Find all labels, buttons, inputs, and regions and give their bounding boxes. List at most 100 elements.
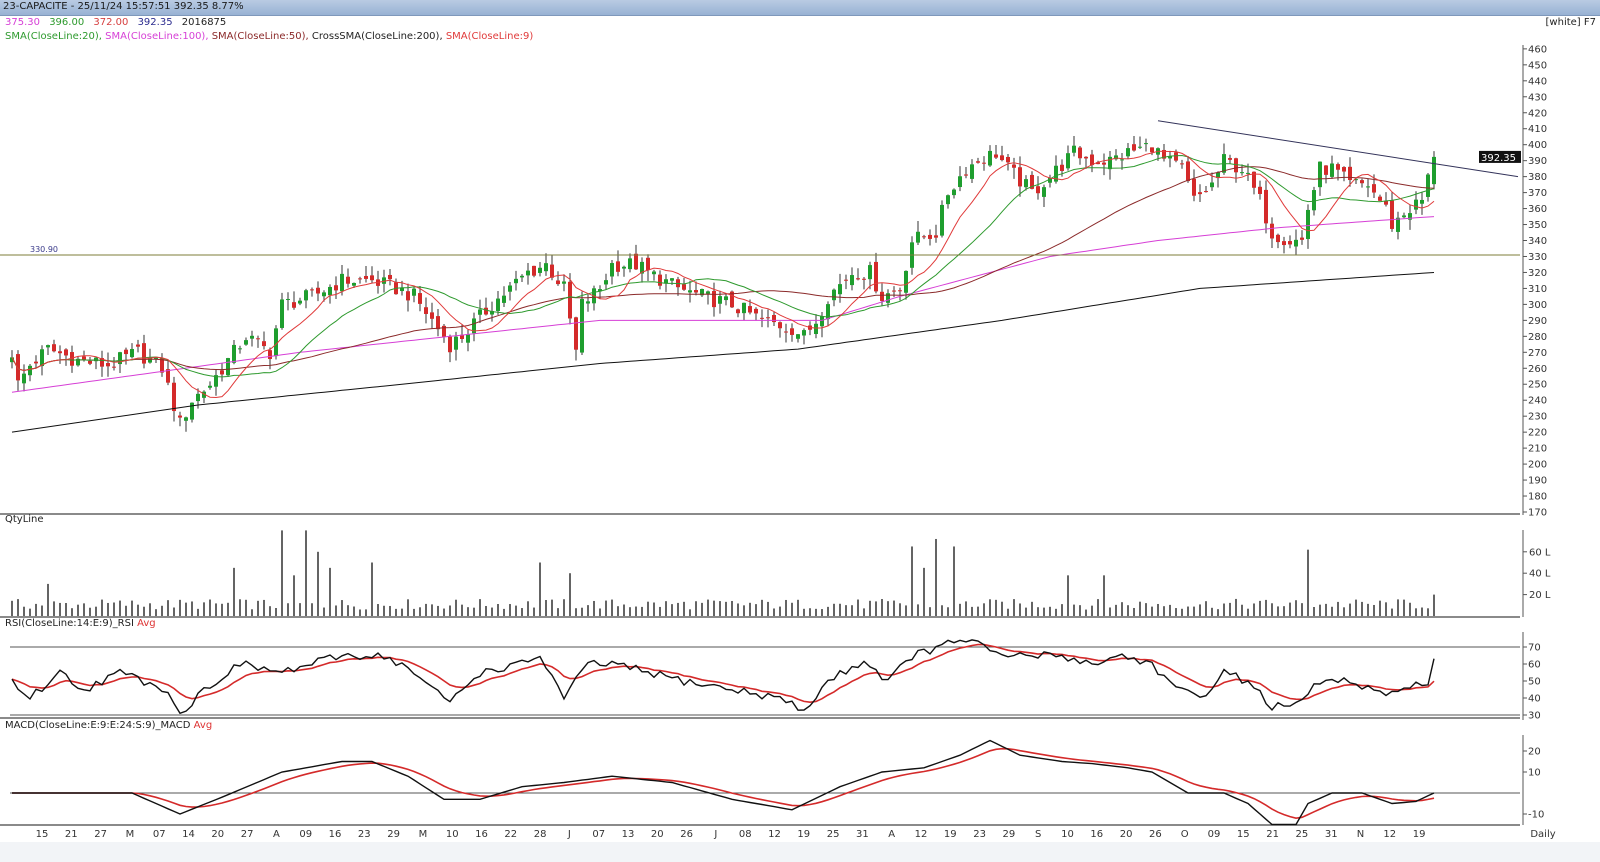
candle-body — [736, 309, 740, 314]
candle-body — [652, 271, 656, 275]
x-axis-label: 19 — [797, 829, 810, 840]
macd-panel-title: MACD(CloseLine:E:9:E:24:S:9)_MACD Avg — [5, 720, 212, 731]
candle-body — [856, 278, 860, 280]
rsi-panel-title: RSI(CloseLine:14:E:9)_RSI Avg — [5, 618, 156, 629]
candle-body — [1096, 162, 1100, 165]
candle-body — [448, 336, 452, 353]
candle-body — [1036, 186, 1040, 194]
candle-body — [1192, 178, 1196, 196]
candle-body — [28, 365, 32, 376]
candle-body — [1144, 143, 1148, 145]
candle-body — [724, 296, 728, 301]
indicator-sma50[interactable]: SMA(CloseLine:50), — [211, 31, 309, 42]
price-tick-label: 270 — [1528, 348, 1547, 359]
x-axis-label: N — [1357, 829, 1364, 840]
x-axis-label: 28 — [534, 829, 547, 840]
x-axis-label: J — [713, 829, 717, 840]
candle-body — [838, 284, 842, 295]
candle-body — [280, 299, 284, 328]
indicator-crosssma200[interactable]: CrossSMA(CloseLine:200), — [311, 31, 443, 42]
candle-body — [814, 323, 818, 335]
candle-body — [88, 360, 92, 364]
candle-body — [316, 287, 320, 294]
candle-body — [1138, 146, 1142, 148]
candle-body — [964, 174, 968, 176]
candle-body — [772, 314, 776, 323]
candle-body — [886, 293, 890, 303]
theme-label[interactable]: [white] F7 — [1545, 17, 1596, 28]
candle-body — [358, 278, 362, 280]
candle-body — [1132, 144, 1136, 151]
candle-body — [688, 290, 692, 293]
price-tick-label: 170 — [1528, 508, 1547, 519]
candle-body — [832, 289, 836, 301]
candle-body — [334, 285, 338, 291]
x-axis-label: S — [1035, 829, 1041, 840]
status-strip — [0, 842, 1600, 862]
candle-body — [1072, 145, 1076, 153]
indicator-sma9[interactable]: SMA(CloseLine:9) — [445, 31, 534, 42]
candle-body — [1420, 199, 1424, 204]
candle-body — [328, 286, 332, 296]
candle-body — [646, 257, 650, 271]
candle-body — [1330, 163, 1334, 177]
sma50-line — [11, 166, 1435, 372]
candle-body — [670, 278, 674, 281]
price-tick-label: 320 — [1528, 268, 1547, 279]
candle-body — [1408, 213, 1412, 220]
candle-body — [310, 289, 314, 291]
candle-body — [1432, 156, 1436, 185]
candle-body — [220, 370, 224, 375]
candle-body — [1258, 186, 1262, 194]
candle-body — [748, 306, 752, 313]
candle-body — [1000, 155, 1004, 161]
candle-body — [466, 334, 470, 343]
candle-body — [418, 293, 422, 304]
candle-body — [1108, 156, 1112, 170]
x-axis-label: 12 — [1383, 829, 1396, 840]
candle-body — [244, 340, 248, 345]
candle-body — [442, 325, 446, 337]
candle-body — [580, 298, 584, 353]
candle-body — [1228, 158, 1232, 160]
macd-avg-label: Avg — [193, 720, 213, 731]
rsi-tick-label: 40 — [1528, 694, 1541, 705]
candle-body — [154, 357, 158, 360]
candle-body — [1276, 234, 1280, 243]
candle-body — [538, 267, 542, 273]
candle-body — [502, 295, 506, 303]
candle-body — [1030, 174, 1034, 189]
x-axis-label: 20 — [1120, 829, 1133, 840]
price-tick-label: 400 — [1528, 140, 1547, 151]
candle-body — [568, 281, 572, 319]
candle-body — [628, 258, 632, 270]
indicator-sma20[interactable]: SMA(CloseLine:20), — [5, 31, 102, 42]
candle-body — [1114, 155, 1118, 160]
x-axis-label: A — [888, 829, 895, 840]
candle-body — [1294, 239, 1298, 247]
candle-body — [148, 358, 152, 363]
candle-body — [1372, 184, 1376, 193]
candle-body — [1270, 223, 1274, 239]
x-axis-label: 07 — [592, 829, 605, 840]
candle-body — [490, 310, 494, 315]
candle-body — [526, 270, 530, 276]
candle-body — [1180, 163, 1184, 165]
candle-body — [826, 304, 830, 320]
price-tick-label: 340 — [1528, 236, 1547, 247]
ohlc-readout: 375.30 396.00 372.00 392.35 2016875 — [5, 17, 232, 28]
candle-body — [658, 274, 662, 286]
indicator-sma100[interactable]: SMA(CloseLine:100), — [105, 31, 209, 42]
candle-body — [916, 231, 920, 243]
price-tick-label: 290 — [1528, 316, 1547, 327]
candle-body — [1360, 180, 1364, 184]
candle-body — [256, 338, 260, 340]
x-axis-label: 20 — [211, 829, 224, 840]
candle-body — [1264, 189, 1268, 224]
candle-body — [1342, 167, 1346, 172]
x-axis-label: 12 — [915, 829, 928, 840]
candle-body — [1246, 172, 1250, 174]
candle-body — [400, 287, 404, 292]
candle-body — [184, 417, 188, 421]
